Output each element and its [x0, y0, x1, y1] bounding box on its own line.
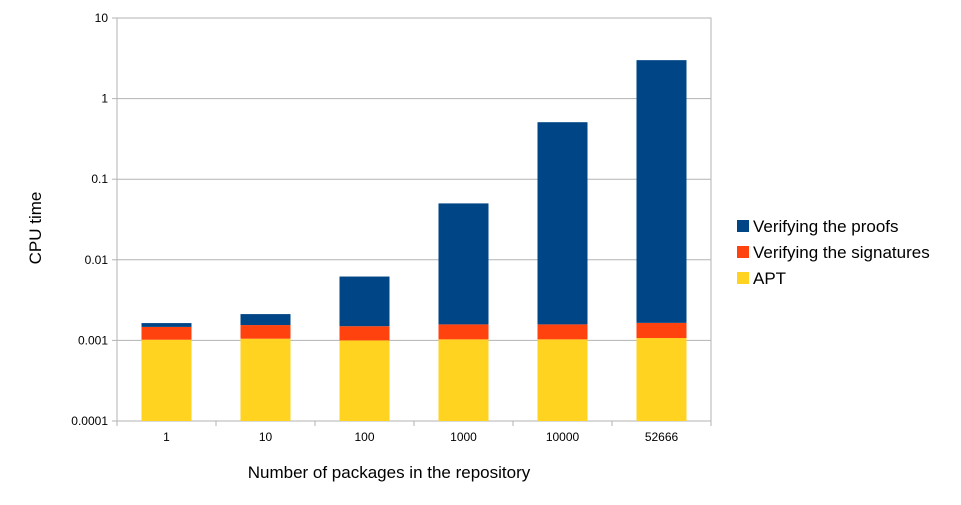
gridlines	[116, 17, 712, 422]
bar-verifying-the-signatures-1000	[438, 324, 489, 340]
legend-label-verifying-the-signatures: Verifying the signatures	[753, 243, 930, 262]
bar-verifying-the-signatures-52666	[636, 322, 687, 339]
bar-apt-1000	[438, 339, 489, 421]
legend-label-verifying-the-proofs: Verifying the proofs	[753, 217, 899, 236]
legend-swatch-apt	[737, 272, 749, 284]
bar-verifying-the-signatures-1	[141, 326, 192, 340]
bar-verifying-the-proofs-1000	[438, 203, 489, 325]
x-tick-label: 100	[354, 430, 374, 444]
bar-apt-100	[339, 340, 390, 421]
plot-frame	[116, 17, 712, 422]
y-tick-label: 0.1	[91, 172, 108, 186]
y-tick-label: 0.01	[85, 253, 109, 267]
bar-verifying-the-proofs-100	[339, 276, 390, 327]
x-tick-label: 52666	[645, 430, 679, 444]
legend-swatch-verifying-the-signatures	[737, 246, 749, 258]
bar-apt-52666	[636, 338, 687, 421]
bar-verifying-the-proofs-52666	[636, 60, 687, 323]
y-tick-label: 0.0001	[71, 414, 108, 428]
bar-apt-10000	[537, 339, 588, 421]
x-axis-title: Number of packages in the repository	[248, 463, 531, 482]
y-tick-label: 10	[95, 11, 109, 25]
y-tick-label: 0.001	[78, 333, 108, 347]
legend: Verifying the proofs Verifying the signat…	[737, 217, 930, 288]
x-axis-ticks: 1 10 100 1000 10000 52666	[116, 421, 712, 444]
bar-verifying-the-proofs-10	[240, 314, 291, 326]
bar-apt-10	[240, 338, 291, 421]
legend-swatch-verifying-the-proofs	[737, 220, 749, 232]
bar-verifying-the-proofs-1	[141, 323, 192, 327]
bar-verifying-the-signatures-10000	[537, 324, 588, 340]
x-tick-label: 1000	[450, 430, 477, 444]
y-axis-title: CPU time	[26, 192, 45, 265]
x-tick-label: 10	[259, 430, 273, 444]
y-tick-label: 1	[101, 92, 108, 106]
bar-apt-1	[141, 339, 192, 421]
legend-label-apt: APT	[753, 269, 786, 288]
y-axis-ticks: 0.0001 0.001 0.01 0.1 1 10	[71, 11, 117, 428]
bars	[141, 60, 687, 421]
x-tick-label: 10000	[546, 430, 580, 444]
bar-verifying-the-proofs-10000	[537, 122, 588, 325]
bar-verifying-the-signatures-10	[240, 325, 291, 339]
x-tick-label: 1	[163, 430, 170, 444]
bar-verifying-the-signatures-100	[339, 326, 390, 341]
